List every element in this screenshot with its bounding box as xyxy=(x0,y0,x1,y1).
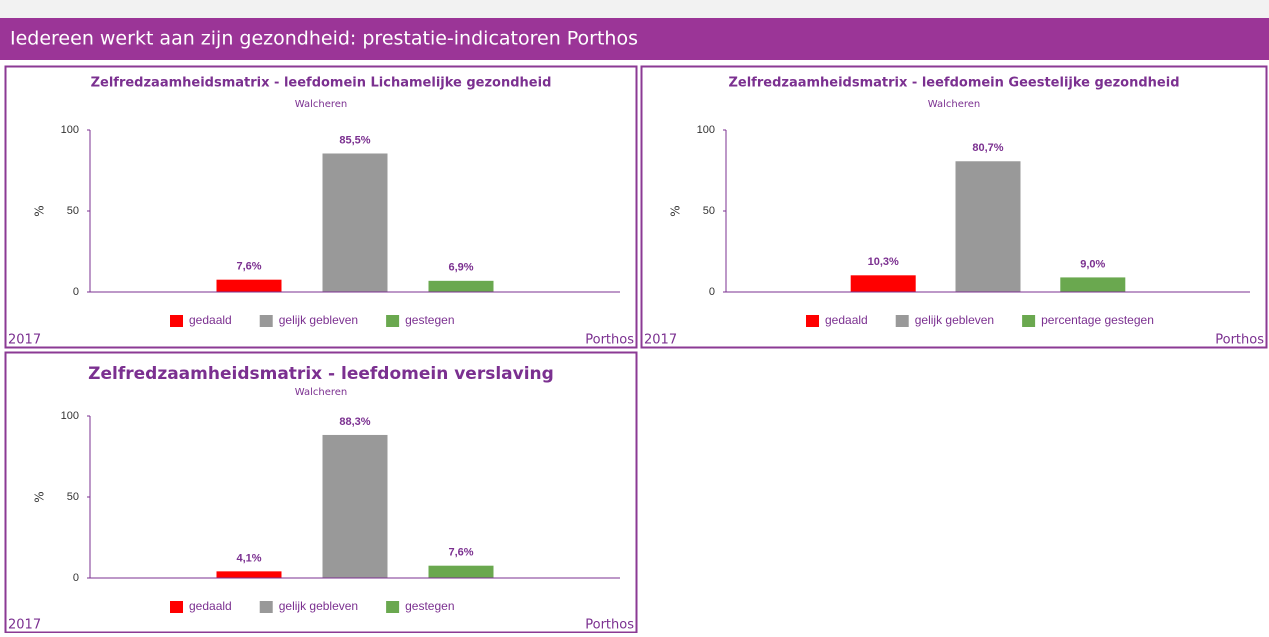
chart-title: Zelfredzaamheidsmatrix - leefdomein vers… xyxy=(88,364,554,384)
chart-panel: Zelfredzaamheidsmatrix - leefdomein Lich… xyxy=(4,65,638,349)
bar xyxy=(428,565,494,578)
chart-subtitle: Walcheren xyxy=(295,99,348,110)
legend-label: gedaald xyxy=(189,599,232,613)
bar xyxy=(1060,277,1126,292)
legend-label: percentage gestegen xyxy=(1041,313,1154,327)
legend-swatch xyxy=(386,315,400,327)
header-title: Iedereen werkt aan zijn gezondheid: pres… xyxy=(10,28,638,50)
legend-swatch xyxy=(259,315,273,327)
legend-label: gelijk gebleven xyxy=(279,599,358,613)
y-tick-label: 0 xyxy=(709,286,715,298)
y-tick-label: 50 xyxy=(67,205,79,217)
footer-year: 2017 xyxy=(8,618,41,633)
footer-source: Porthos xyxy=(585,618,634,633)
footer-year: 2017 xyxy=(644,333,677,348)
legend-swatch xyxy=(386,601,400,613)
bar xyxy=(428,280,494,292)
panel-border xyxy=(4,65,638,349)
legend-label: gedaald xyxy=(825,313,868,327)
legend-label: gedaald xyxy=(189,313,232,327)
y-axis-label: % xyxy=(33,491,47,502)
y-tick-label: 100 xyxy=(697,124,715,136)
value-label: 10,3% xyxy=(868,256,899,268)
bar xyxy=(216,279,282,292)
chart-subtitle: Walcheren xyxy=(295,387,348,398)
bar xyxy=(850,275,916,292)
legend-swatch xyxy=(170,315,183,327)
legend-swatch xyxy=(259,601,273,613)
legend-swatch xyxy=(1022,315,1036,327)
value-label: 88,3% xyxy=(339,416,370,428)
footer-source: Porthos xyxy=(585,333,634,348)
y-tick-label: 50 xyxy=(67,491,79,503)
legend-label: gestegen xyxy=(405,313,454,327)
footer-source: Porthos xyxy=(1215,333,1264,348)
bar xyxy=(216,571,282,578)
panel-border xyxy=(640,65,1268,349)
chart-title: Zelfredzaamheidsmatrix - leefdomein Lich… xyxy=(91,76,552,91)
chart-panel: Zelfredzaamheidsmatrix - leefdomein vers… xyxy=(4,351,638,634)
value-label: 7,6% xyxy=(236,261,261,273)
footer-year: 2017 xyxy=(8,333,41,348)
y-tick-label: 50 xyxy=(703,205,715,217)
legend-label: gelijk gebleven xyxy=(915,313,994,327)
panel-border xyxy=(4,351,638,634)
bar xyxy=(322,434,388,578)
legend-swatch xyxy=(895,315,909,327)
chart-title: Zelfredzaamheidsmatrix - leefdomein Gees… xyxy=(728,76,1179,91)
value-label: 85,5% xyxy=(339,134,370,146)
chart-panel: Zelfredzaamheidsmatrix - leefdomein Gees… xyxy=(640,65,1268,349)
chart-subtitle: Walcheren xyxy=(928,99,981,110)
legend-swatch xyxy=(806,315,819,327)
bar xyxy=(322,153,388,292)
legend-label: gestegen xyxy=(405,599,454,613)
value-label: 80,7% xyxy=(972,142,1003,154)
value-label: 4,1% xyxy=(236,552,261,564)
y-tick-label: 100 xyxy=(61,124,79,136)
value-label: 9,0% xyxy=(1080,258,1105,270)
y-axis-label: % xyxy=(33,205,47,216)
y-axis-label: % xyxy=(669,205,683,216)
value-label: 7,6% xyxy=(448,547,473,559)
legend-swatch xyxy=(170,601,183,613)
value-label: 6,9% xyxy=(448,262,473,274)
bar xyxy=(955,161,1021,292)
y-tick-label: 0 xyxy=(73,286,79,298)
top-strip xyxy=(0,0,1269,18)
header-bar xyxy=(0,18,1269,60)
y-tick-label: 100 xyxy=(61,410,79,422)
legend-label: gelijk gebleven xyxy=(279,313,358,327)
y-tick-label: 0 xyxy=(73,572,79,584)
